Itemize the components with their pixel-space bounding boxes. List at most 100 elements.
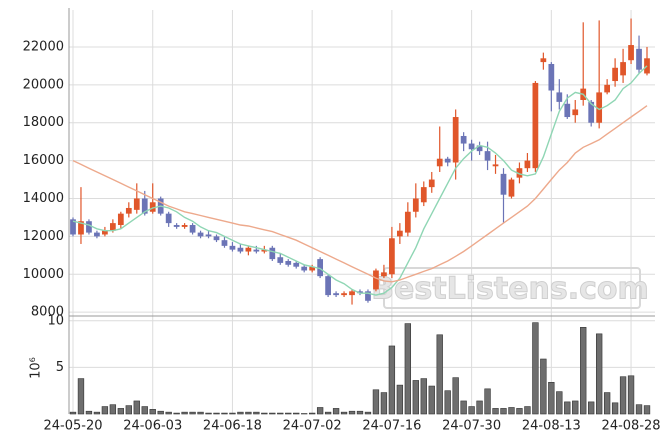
volume-bar: [436, 334, 443, 415]
volume-bar: [484, 388, 491, 415]
volume-bar: [101, 406, 109, 415]
x-tick-label: 24-08-28: [602, 419, 661, 434]
candle-body: [612, 67, 618, 82]
volume-bar: [468, 406, 475, 415]
candle-body: [94, 232, 100, 237]
y-tick-label: 8000: [31, 305, 64, 320]
candle-body: [357, 291, 363, 294]
candle-body: [229, 245, 236, 250]
candle-body: [245, 247, 252, 252]
candle-body: [213, 236, 220, 241]
volume-bar: [540, 358, 547, 415]
candle-body: [628, 45, 634, 61]
candle-body: [125, 207, 132, 214]
volume-bar: [516, 408, 523, 415]
candle-body: [412, 198, 419, 212]
volume-bar: [269, 412, 276, 415]
candle-body: [452, 117, 459, 163]
moving-average-line: [72, 65, 648, 296]
volume-bar: [452, 377, 459, 415]
volume-bar: [157, 410, 164, 415]
y-tick-label: 5: [56, 360, 64, 375]
x-tick-label: 24-06-18: [203, 419, 262, 434]
volume-bar: [420, 378, 427, 415]
y-tick-label: 10000: [23, 267, 64, 282]
volume-bar: [580, 327, 587, 415]
volume-bar: [165, 411, 172, 415]
candle-body: [301, 266, 308, 271]
candle-body: [70, 219, 76, 235]
y-tick-label: 20000: [23, 77, 64, 92]
volume-bar: [588, 401, 595, 415]
candle-body: [556, 92, 563, 102]
volume-bar: [340, 411, 348, 415]
candle-body: [117, 213, 124, 226]
candle-body: [548, 63, 555, 91]
volume-bar: [308, 412, 316, 415]
volume-bar: [69, 411, 77, 415]
grid: [69, 10, 655, 414]
candle-body: [189, 225, 196, 233]
candle-body: [524, 160, 531, 169]
volume-bar: [261, 412, 268, 415]
candle-body: [181, 225, 188, 227]
volume-bar: [444, 390, 451, 415]
candle-body: [86, 221, 92, 233]
candle-body: [572, 109, 579, 116]
volume-bar: [572, 400, 579, 415]
volume-bar: [348, 410, 356, 415]
volume-bar: [277, 412, 284, 415]
y-tick-label: 18000: [23, 115, 64, 130]
candle-body: [102, 230, 108, 235]
candle-body: [341, 293, 347, 296]
candle-body: [173, 225, 180, 227]
candle-body: [636, 48, 642, 70]
watermark: BestListens.com: [371, 272, 649, 307]
volume-bar: [372, 389, 380, 415]
volume-bar: [380, 392, 388, 415]
candle-body: [269, 247, 276, 260]
volume-bar: [285, 412, 292, 415]
candle-body: [133, 198, 140, 210]
candle-body: [349, 291, 355, 296]
candle-body: [460, 135, 467, 144]
candle-body: [253, 249, 260, 252]
volume-bar: [492, 408, 499, 415]
volume-bar: [245, 411, 252, 415]
candle-body: [205, 234, 212, 237]
candle-body: [261, 249, 268, 252]
candle-body: [78, 221, 84, 235]
watermark-box: [383, 267, 641, 309]
x-tick-label: 24-05-20: [43, 419, 102, 434]
volume-bar: [316, 407, 324, 415]
volume-bar: [548, 382, 555, 415]
candle-body: [492, 164, 499, 167]
volume-bar: [619, 376, 627, 415]
candle-body: [508, 179, 515, 197]
volume-bar: [603, 392, 611, 415]
candle-body: [373, 270, 379, 290]
y-tick-label: 14000: [23, 191, 64, 206]
volume-bar: [77, 378, 85, 415]
volume-bar: [181, 411, 188, 415]
marks: [69, 18, 651, 415]
x-tick-label: 24-07-02: [283, 419, 342, 434]
volume-bar: [133, 400, 140, 415]
volume-bar: [93, 411, 101, 415]
y-tick-label: 10: [47, 313, 64, 328]
candle-body: [476, 145, 483, 152]
candle-body: [396, 230, 403, 237]
candle-body: [564, 103, 571, 118]
candle-body: [604, 84, 611, 93]
candle-body: [428, 179, 435, 188]
volume-bar: [532, 322, 539, 415]
candle-body: [165, 213, 172, 224]
y-tick-label: 22000: [23, 39, 64, 54]
volume-bar: [412, 380, 419, 415]
volume-bar: [595, 333, 603, 415]
volume-bar: [500, 408, 507, 415]
candle-body: [285, 261, 292, 265]
moving-average-line: [72, 105, 648, 283]
candle-body: [436, 158, 443, 167]
